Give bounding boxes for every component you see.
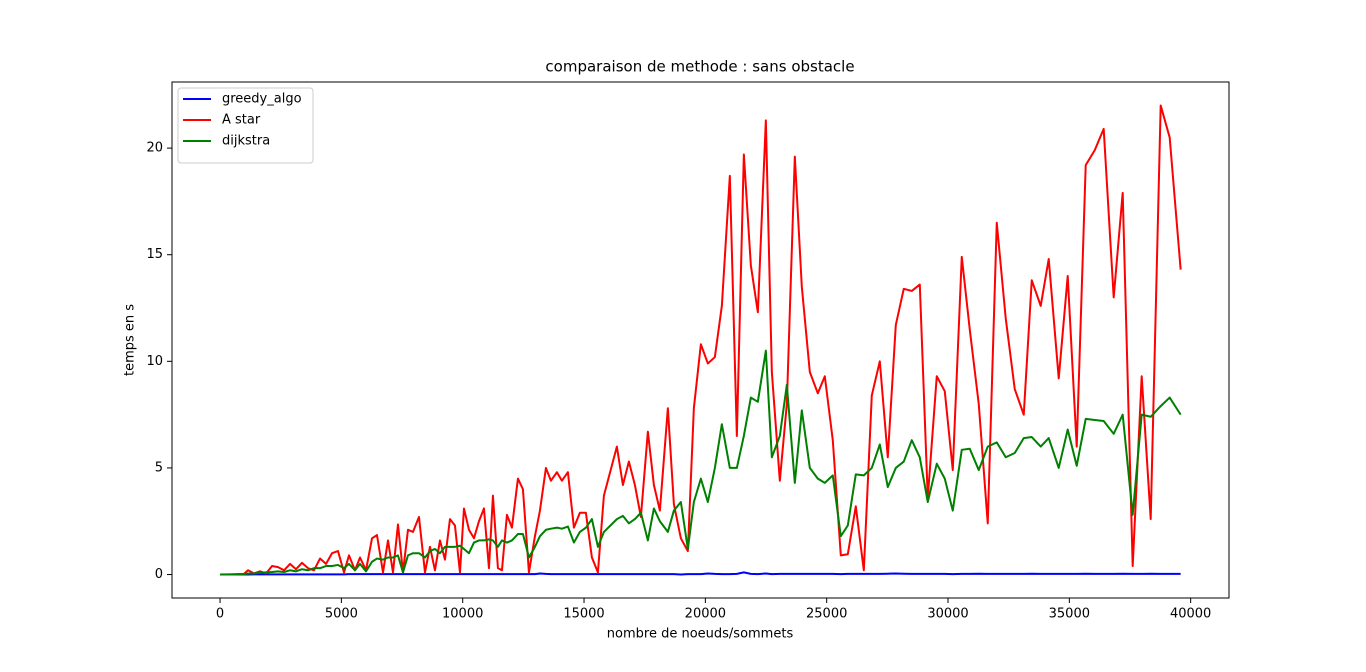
y-tick-label: 0 (155, 567, 163, 582)
y-tick-label: 10 (146, 354, 163, 369)
x-axis-label: nombre de noeuds/sommets (607, 627, 794, 642)
y-tick-label: 20 (146, 141, 163, 156)
x-tick-label: 30000 (927, 607, 968, 622)
x-tick-label: 20000 (685, 607, 726, 622)
x-tick-label: 40000 (1170, 607, 1211, 622)
y-axis-label: temps en s (123, 304, 138, 376)
legend-box (177, 87, 314, 164)
y-tick-label: 15 (146, 247, 163, 262)
series-line (220, 571, 1181, 576)
x-tick-label: 15000 (563, 607, 604, 622)
chart-title: comparaison de methode : sans obstacle (545, 58, 854, 76)
x-tick-label: 5000 (325, 607, 358, 622)
x-tick-label: 0 (216, 607, 224, 622)
plot-frame (171, 81, 1230, 599)
legend-label: greedy_algo (222, 92, 302, 107)
series-line (220, 104, 1182, 576)
legend-label: dijkstra (222, 134, 270, 149)
legend-label: A star (222, 113, 261, 128)
x-tick-label: 25000 (806, 607, 847, 622)
x-tick-label: 10000 (442, 607, 483, 622)
y-tick-label: 5 (155, 460, 163, 475)
x-tick-label: 35000 (1049, 607, 1090, 622)
series-line (220, 349, 1182, 576)
